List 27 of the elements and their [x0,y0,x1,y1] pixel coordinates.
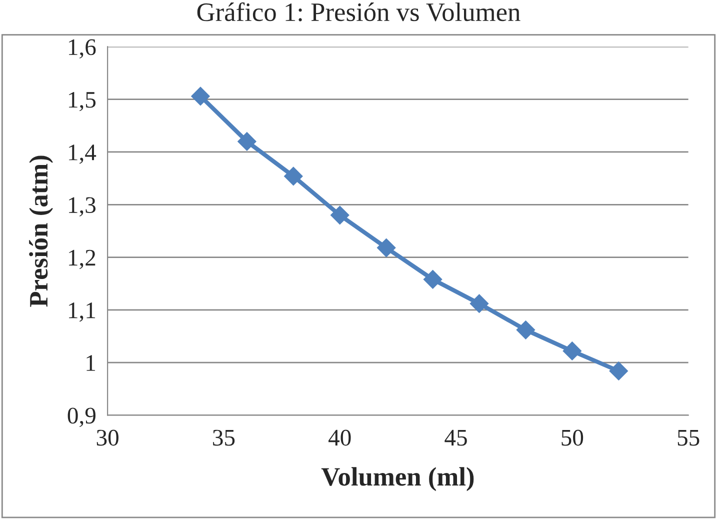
point [330,206,350,225]
y-axis-title: Presión (atm) [29,156,54,307]
y-tick-label: 1 [86,355,96,371]
y-tick-label: 1,5 [69,92,96,112]
point [423,270,442,289]
point [284,166,303,186]
point [516,320,536,340]
x-tick-label: 55 [678,430,700,446]
x-tick-label: 50 [562,430,584,446]
x-tick-label: 45 [444,430,467,446]
x-tick-label: 40 [328,430,351,446]
y-tick-label: 1,2 [69,250,96,270]
point [191,86,210,106]
x-tick-label: 30 [96,430,118,446]
x-axis-title: Volumen (ml) [321,467,474,492]
y-tick-label: 0,9 [68,408,96,428]
y-tick-label: 1,3 [69,197,96,216]
point [470,294,489,313]
x-tick-label: 35 [213,430,235,446]
point [238,132,256,151]
y-tick-label: 1,1 [69,302,96,322]
point [609,362,628,380]
y-tick-label: 1,4 [69,144,96,164]
point [376,238,396,258]
y-tick-label: 1,6 [69,39,96,59]
chart-title: Gráfico 1: Presión vs Volumen [197,2,520,22]
point [562,342,582,360]
